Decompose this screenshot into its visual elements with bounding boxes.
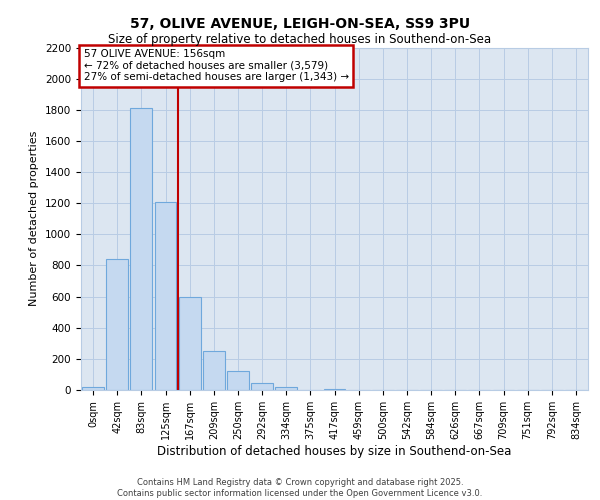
Text: 57 OLIVE AVENUE: 156sqm
← 72% of detached houses are smaller (3,579)
27% of semi: 57 OLIVE AVENUE: 156sqm ← 72% of detache… [83,49,349,82]
Text: Size of property relative to detached houses in Southend-on-Sea: Size of property relative to detached ho… [109,32,491,46]
X-axis label: Distribution of detached houses by size in Southend-on-Sea: Distribution of detached houses by size … [157,444,512,458]
Bar [106,259,128,390]
Bar [130,108,152,390]
Y-axis label: Number of detached properties: Number of detached properties [29,131,40,306]
Bar [179,296,200,390]
Bar [227,372,249,390]
Bar [155,202,176,390]
Bar [275,387,297,390]
Bar [323,389,346,390]
Text: 57, OLIVE AVENUE, LEIGH-ON-SEA, SS9 3PU: 57, OLIVE AVENUE, LEIGH-ON-SEA, SS9 3PU [130,18,470,32]
Text: Contains HM Land Registry data © Crown copyright and database right 2025.
Contai: Contains HM Land Registry data © Crown c… [118,478,482,498]
Bar [251,383,273,390]
Bar [82,387,104,390]
Bar [203,351,224,390]
